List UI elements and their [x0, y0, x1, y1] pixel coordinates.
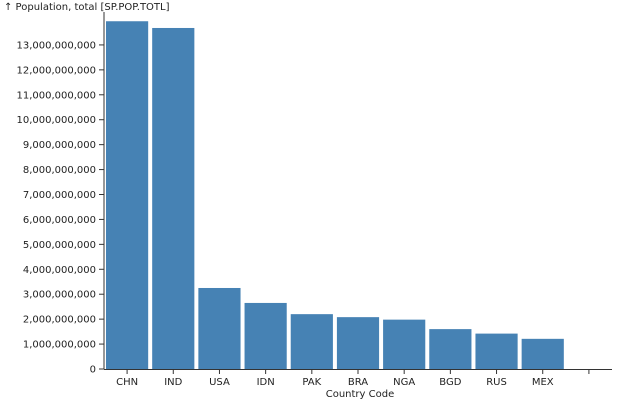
- x-tick-label: BGD: [439, 377, 461, 388]
- y-axis-title: ↑ Population, total [SP.POP.TOTL]: [4, 2, 170, 13]
- bar-nga: [383, 319, 426, 369]
- y-tick-label: 10,000,000,000: [16, 115, 96, 126]
- bar-chn: [106, 21, 149, 369]
- x-tick-label: IDN: [257, 377, 275, 388]
- bar-bra: [336, 317, 380, 369]
- x-tick-label: RUS: [486, 377, 507, 388]
- y-tick-label: 1,000,000,000: [23, 340, 96, 351]
- bar-ind: [152, 27, 195, 369]
- bar-idn: [244, 302, 287, 369]
- x-tick-label: PAK: [302, 377, 321, 388]
- y-tick-label: 13,000,000,000: [16, 40, 96, 51]
- y-tick-label: 3,000,000,000: [23, 290, 96, 301]
- x-tick-label: USA: [209, 377, 230, 388]
- bar-mex: [521, 338, 564, 369]
- bar-pak: [290, 314, 333, 369]
- x-tick-label: IND: [164, 377, 182, 388]
- x-tick-label: NGA: [393, 377, 415, 388]
- bar-rus: [475, 333, 518, 369]
- x-tick-label: MEX: [532, 377, 554, 388]
- x-tick-label: BRA: [348, 377, 368, 388]
- y-tick-label: 5,000,000,000: [23, 240, 96, 251]
- x-axis-title: Country Code: [326, 389, 395, 400]
- y-tick-label: 6,000,000,000: [23, 215, 96, 226]
- y-tick-label: 0: [90, 365, 96, 376]
- y-tick-label: 9,000,000,000: [23, 140, 96, 151]
- y-tick-label: 11,000,000,000: [16, 90, 96, 101]
- x-tick-label: CHN: [116, 377, 138, 388]
- bars: [106, 21, 564, 369]
- y-tick-label: 7,000,000,000: [23, 190, 96, 201]
- bar-bgd: [429, 329, 472, 369]
- x-axis: CHN IND USA IDN PAK BRA NGA BGD RUS MEX: [104, 369, 612, 388]
- y-tick-label: 8,000,000,000: [23, 165, 96, 176]
- y-tick-label: 12,000,000,000: [16, 65, 96, 76]
- y-axis: 0 1,000,000,000 2,000,000,000 3,000,000,000…: [16, 12, 105, 376]
- y-tick-label: 4,000,000,000: [23, 265, 96, 276]
- bar-usa: [198, 287, 241, 369]
- y-tick-label: 2,000,000,000: [23, 315, 96, 326]
